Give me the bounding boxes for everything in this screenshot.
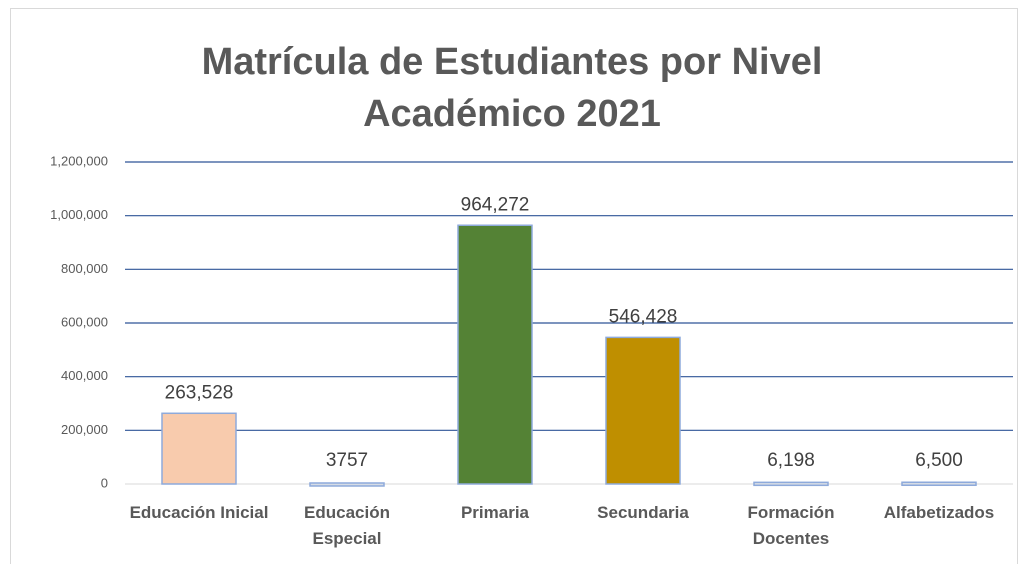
y-tick-label: 1,200,000 (50, 153, 108, 168)
data-label: 263,528 (165, 382, 234, 403)
data-label: 546,428 (609, 306, 678, 327)
y-tick-label: 1,000,000 (50, 207, 108, 222)
y-tick-label: 400,000 (61, 368, 108, 383)
x-tick-label: Primaria (460, 503, 530, 522)
x-tick-label: Alfabetizados (883, 503, 995, 522)
chart-frame (10, 8, 1018, 564)
x-tick-label: Formación Docentes (747, 503, 835, 548)
data-label: 6,198 (767, 450, 815, 471)
x-tick-label: Educación Especial (304, 503, 390, 548)
bar (753, 481, 829, 487)
data-label: 964,272 (461, 194, 530, 215)
bar (161, 412, 237, 485)
x-tick-label: Secundaria (597, 503, 689, 522)
bar (605, 336, 681, 485)
x-tick-label: Educación Inicial (129, 503, 269, 522)
y-tick-label: 600,000 (61, 314, 108, 329)
y-tick-label: 800,000 (61, 261, 108, 276)
bar (309, 482, 385, 487)
bar (901, 481, 977, 487)
y-tick-label: 200,000 (61, 422, 108, 437)
chart-title: Matrícula de Estudiantes por Nivel Acadé… (201, 41, 823, 135)
bar (457, 224, 533, 485)
y-tick-label: 0 (101, 475, 108, 490)
data-label: 3757 (326, 450, 368, 471)
data-label: 6,500 (915, 450, 963, 471)
